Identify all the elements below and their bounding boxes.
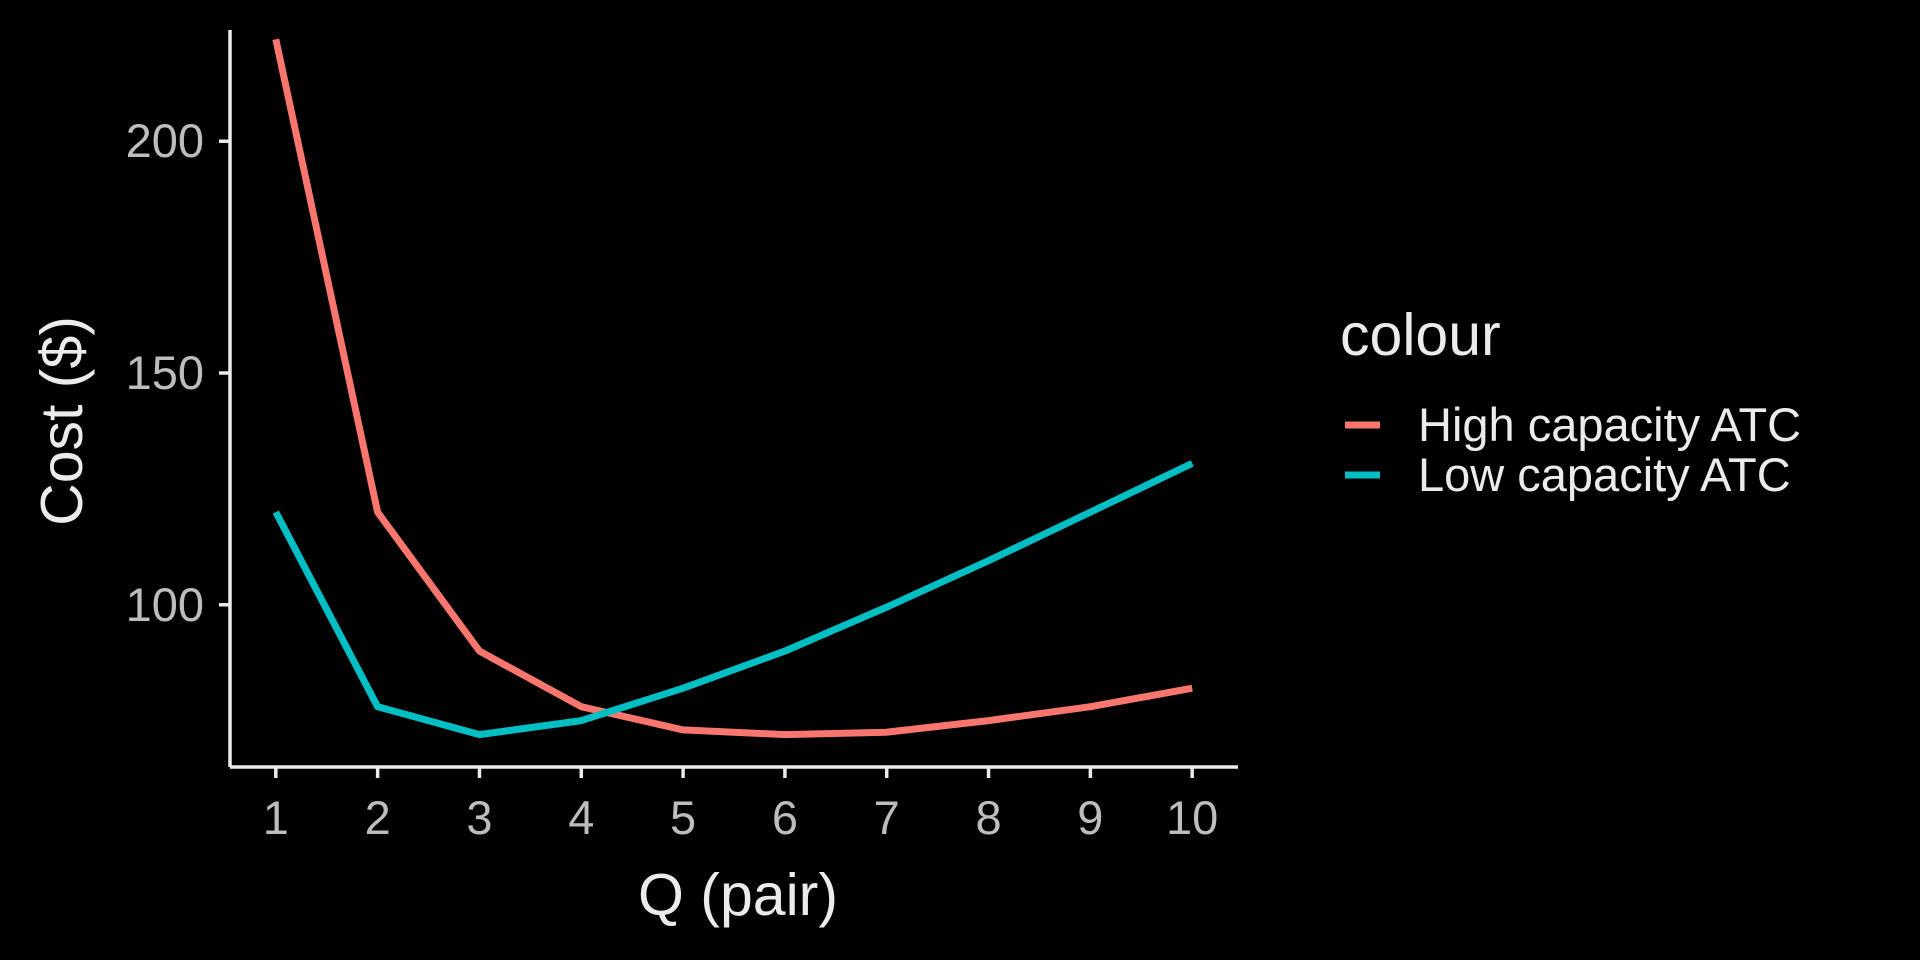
x-tick-label: 8 — [975, 791, 1001, 844]
series-lines — [272, 38, 1194, 739]
x-tick-label: 7 — [874, 791, 900, 844]
x-tick-label: 1 — [263, 791, 289, 844]
y-axis-title: Cost ($) — [29, 316, 95, 526]
legend-item: High capacity ATC — [1345, 398, 1801, 451]
legend-item: Low capacity ATC — [1345, 448, 1791, 501]
x-tick-label: 6 — [772, 791, 798, 844]
series-line-low-capacity — [272, 460, 1194, 739]
x-tick-label: 3 — [466, 791, 492, 844]
legend-label: High capacity ATC — [1418, 398, 1801, 451]
legend-title: colour — [1340, 302, 1501, 368]
x-ticks: 1 2 3 4 5 6 7 8 9 10 — [263, 767, 1218, 844]
y-tick-label: 100 — [126, 578, 204, 631]
series-line-high-capacity — [272, 38, 1193, 739]
y-tick-label: 150 — [126, 346, 204, 399]
y-ticks: 100 150 200 — [126, 114, 230, 631]
x-tick-label: 2 — [365, 791, 391, 844]
x-tick-label: 4 — [568, 791, 594, 844]
x-tick-label: 5 — [670, 791, 696, 844]
y-tick-label: 200 — [126, 114, 204, 167]
x-tick-label: 10 — [1166, 791, 1218, 844]
legend-label: Low capacity ATC — [1418, 448, 1791, 501]
x-axis-title: Q (pair) — [638, 862, 838, 928]
x-tick-label: 9 — [1077, 791, 1103, 844]
